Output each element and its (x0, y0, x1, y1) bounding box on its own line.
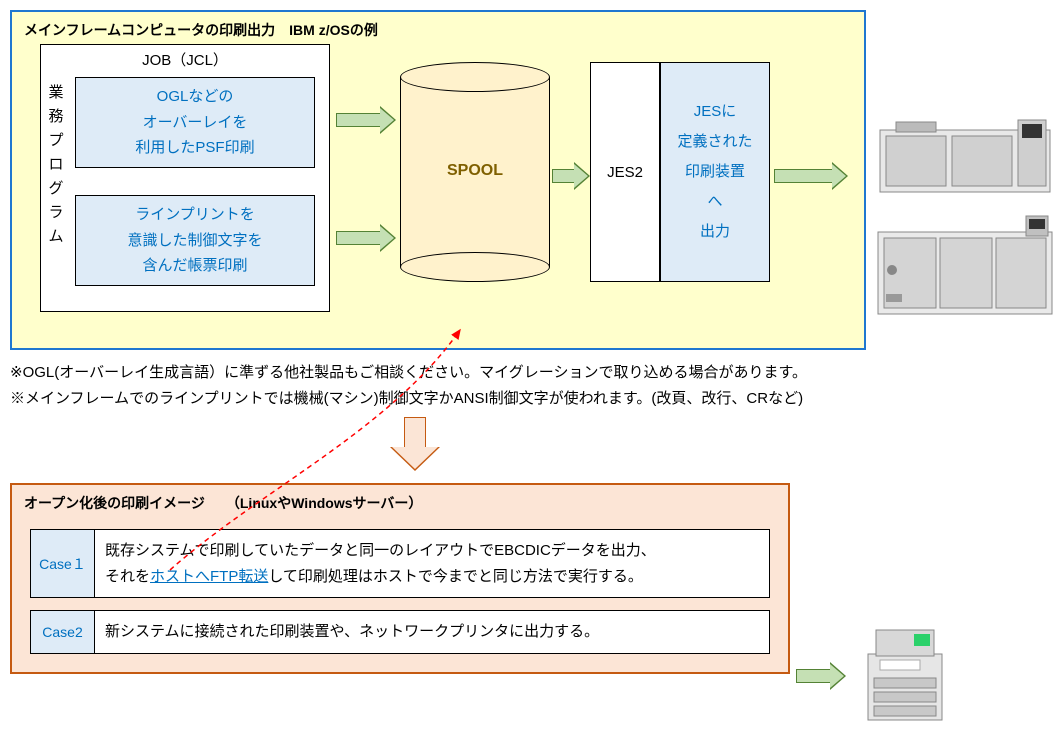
arrow-spool-to-jes2 (552, 162, 590, 190)
jes2-box: JES2 (590, 62, 660, 282)
job-vertical-label: 業務プログラム (47, 81, 65, 249)
note-line-1: ※OGL(オーバーレイ生成言語）に準ずる他社製品もご相談ください。マイグレーショ… (10, 360, 1044, 386)
case2-text: 新システムに接続された印刷装置や、ネットワークプリンタに出力する。 (95, 611, 769, 653)
case1-text: 既存システムで印刷していたデータと同一のレイアウトでEBCDICデータを出力、 … (95, 530, 769, 597)
arrow-jes-to-printer (774, 162, 848, 190)
printer-large-bottom-icon (876, 202, 1054, 322)
notes: ※OGL(オーバーレイ生成言語）に準ずる他社製品もご相談ください。マイグレーショ… (10, 360, 1044, 411)
arrow-line-to-spool (336, 224, 396, 252)
case1-text-b-pre: それを (105, 568, 150, 585)
case2-row: Case2 新システムに接続された印刷装置や、ネットワークプリンタに出力する。 (30, 610, 770, 654)
case2-label: Case2 (31, 611, 95, 653)
case1-label: Case１ (31, 530, 95, 597)
mainframe-panel: メインフレームコンピュータの印刷出力 IBM z/OSの例 JOB（JCL） 業… (10, 10, 866, 350)
open-panel-title: オープン化後の印刷イメージ （LinuxやWindowsサーバー） (12, 485, 788, 517)
arrow-psf-to-spool (336, 106, 396, 134)
flow-area: JOB（JCL） 業務プログラム OGLなどのオーバーレイを利用したPSF印刷 … (22, 44, 854, 324)
job-lineprint-box: ラインプリントを意識した制御文字を含んだ帳票印刷 (75, 195, 315, 286)
office-printer (850, 620, 970, 730)
case1-row: Case１ 既存システムで印刷していたデータと同一のレイアウトでEBCDICデー… (30, 529, 770, 598)
spool-cylinder: SPOOL (400, 62, 550, 282)
case1-text-b-post: して印刷処理はホストで今までと同じ方法で実行する。 (268, 568, 643, 585)
spool-label: SPOOL (400, 162, 550, 180)
note-line-2: ※メインフレームでのラインプリントでは機械(マシン)制御文字かANSI制御文字が… (10, 386, 1044, 412)
printer-large-top-icon (876, 102, 1054, 202)
mainframe-panel-title: メインフレームコンピュータの印刷出力 IBM z/OSの例 (12, 12, 864, 44)
jes2-label: JES2 (607, 164, 643, 181)
open-panel: オープン化後の印刷イメージ （LinuxやWindowsサーバー） Case１ … (10, 483, 790, 674)
mainframe-printers (876, 102, 1054, 322)
job-title: JOB（JCL） (41, 45, 329, 74)
job-box: JOB（JCL） 業務プログラム OGLなどのオーバーレイを利用したPSF印刷 … (40, 44, 330, 312)
case1-text-b-ul: ホストへFTP転送 (150, 568, 268, 585)
jes-output-box: JESに定義された印刷装置へ出力 (660, 62, 770, 282)
arrow-case2-to-printer (796, 662, 846, 690)
office-printer-icon (850, 620, 960, 730)
job-psf-box: OGLなどのオーバーレイを利用したPSF印刷 (75, 77, 315, 168)
case1-text-a: 既存システムで印刷していたデータと同一のレイアウトでEBCDICデータを出力、 (105, 542, 656, 559)
down-arrow (390, 417, 440, 473)
